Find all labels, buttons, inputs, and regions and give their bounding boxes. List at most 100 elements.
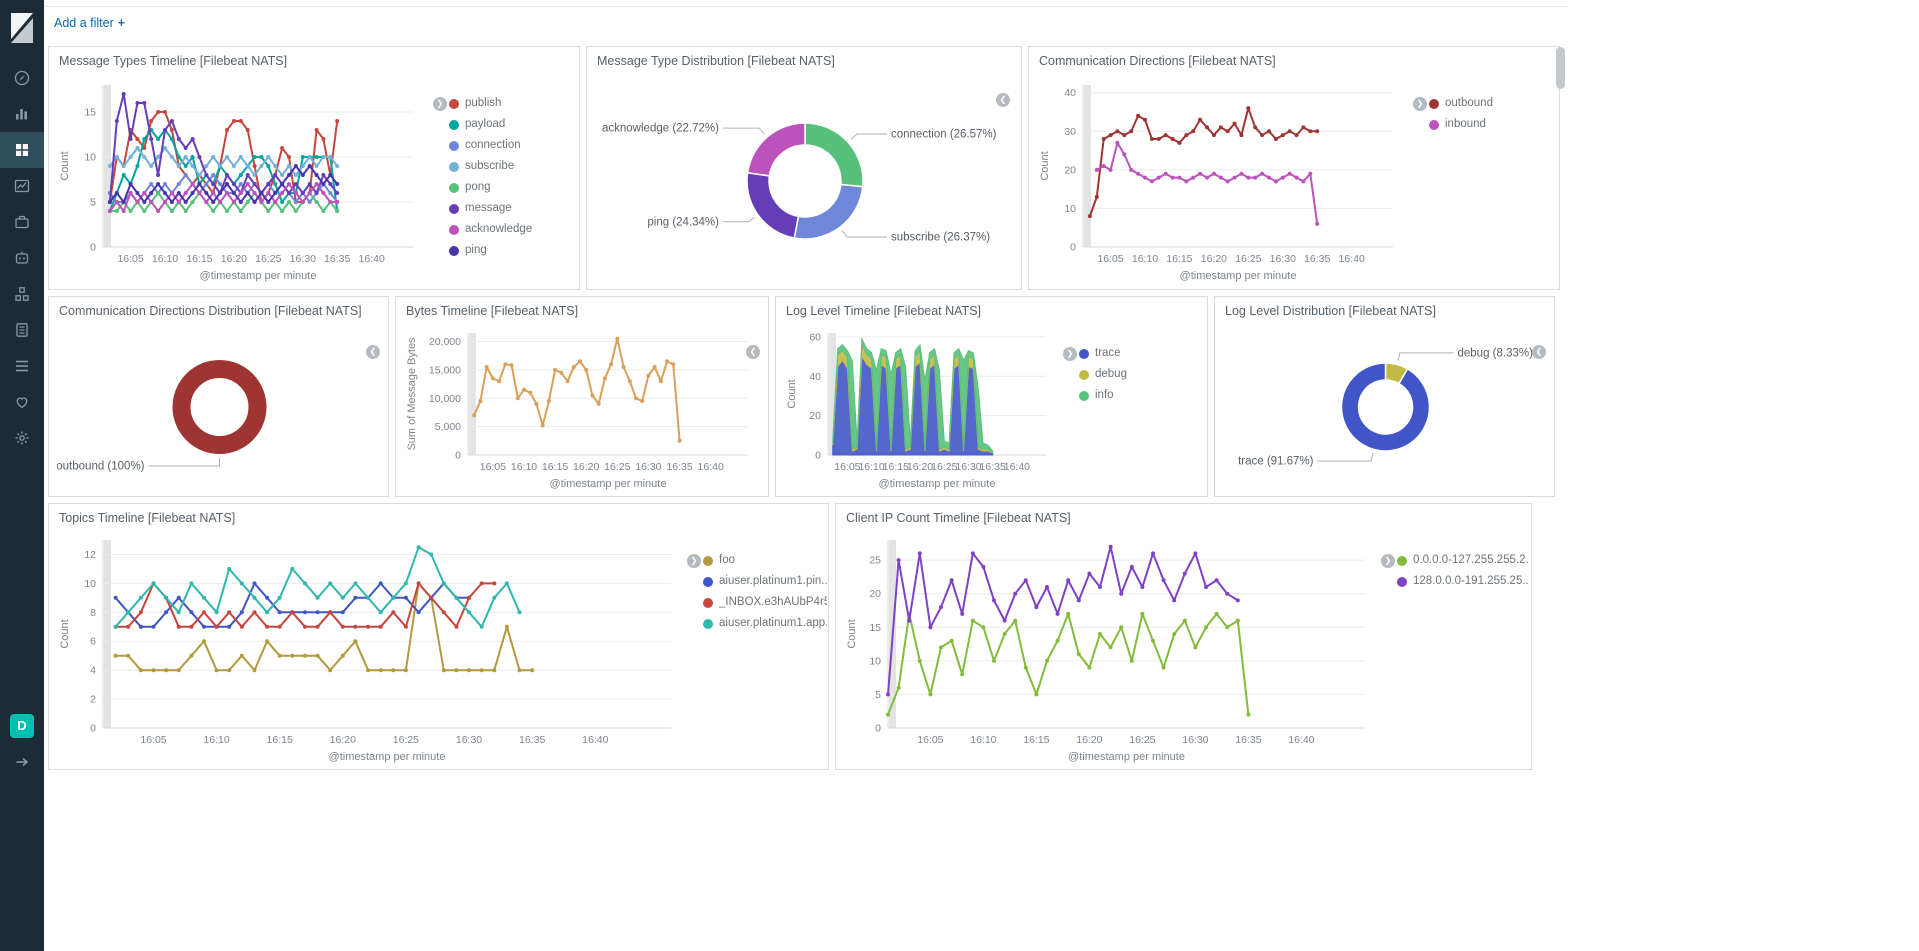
chart-communication-directions[interactable]: 0 10 20 30 40 16:05 16:10 16:15 16:20 16:25 16:30 1… — [1037, 75, 1407, 285]
svg-text:30: 30 — [1064, 126, 1076, 138]
legend-item[interactable]: publish — [449, 97, 573, 110]
infrastructure-boxes-icon — [15, 287, 29, 301]
panel-title[interactable]: Communication Directions Distribution [F… — [59, 304, 362, 318]
legend-toggle-icon[interactable]: ❯ — [433, 97, 447, 111]
svg-text:10: 10 — [869, 655, 881, 667]
chart-client-ip-count-timeline[interactable]: 0 5 10 15 20 25 16:05 16:10 16:15 16:20 16:25 16:30… — [844, 530, 1379, 766]
legend-toggle-icon[interactable]: ❯ — [1063, 347, 1077, 361]
panel-title[interactable]: Topics Timeline [Filebeat NATS] — [59, 511, 236, 525]
space-badge[interactable]: D — [10, 714, 34, 738]
nav-logs[interactable] — [0, 312, 44, 348]
svg-text:5,000: 5,000 — [435, 421, 461, 433]
panel-title[interactable]: Bytes Timeline [Filebeat NATS] — [406, 304, 579, 318]
svg-text:16:25: 16:25 — [1235, 253, 1261, 265]
svg-text:15: 15 — [84, 107, 96, 119]
kibana-logo[interactable] — [0, 0, 44, 56]
nav-dashboard[interactable] — [0, 132, 44, 168]
chart-topics-timeline[interactable]: 0 2 4 6 8 10 12 16:05 16:10 16:15 16:20 16:25 16:30 1… — [57, 530, 685, 766]
chart-log-level-timeline[interactable]: 0 20 40 60 16:05 16:10 16:15 16:20 16:25 16:30 16:… — [784, 323, 1060, 493]
panel-topics-timeline: Topics Timeline [Filebeat NATS] 0 2 4 6 8 10 1… — [48, 503, 829, 770]
legend: outbound inbound — [1429, 97, 1553, 139]
legend-label: publish — [465, 97, 502, 109]
panel-title[interactable]: Message Type Distribution [Filebeat NATS… — [597, 54, 835, 68]
chart-communication-directions-distribution[interactable]: outbound (100%) — [56, 323, 382, 491]
svg-text:16:30: 16:30 — [1270, 253, 1296, 265]
legend-item[interactable]: trace — [1079, 347, 1201, 360]
legend-item[interactable]: inbound — [1429, 118, 1553, 131]
legend-item[interactable]: debug — [1079, 368, 1201, 381]
legend-item[interactable]: 0.0.0.0-127.255.255.2... — [1397, 554, 1529, 567]
chart-message-type-distribution[interactable]: connection (26.57%) subscribe (26.37%) pin… — [595, 81, 1015, 281]
svg-text:16:10: 16:10 — [970, 734, 996, 746]
svg-text:10: 10 — [84, 152, 96, 164]
scrollbar-thumb[interactable] — [1556, 47, 1565, 89]
legend-toggle-icon[interactable]: ❮ — [746, 345, 760, 359]
panel-title[interactable]: Log Level Distribution [Filebeat NATS] — [1225, 304, 1436, 318]
timelion-chart-icon — [14, 179, 30, 193]
chart-message-types-timeline[interactable]: 0 5 10 15 16:05 16:10 16:15 16:20 16:25 16:30 16:3… — [57, 75, 427, 285]
legend-item[interactable]: aiuser.platinum1.pin... — [703, 575, 827, 588]
legend-label: debug — [1095, 368, 1127, 380]
legend-toggle-icon[interactable]: ❯ — [1413, 97, 1427, 111]
nav-uptime[interactable] — [0, 384, 44, 420]
legend-toggle-icon[interactable]: ❮ — [996, 93, 1010, 107]
legend-item[interactable]: info — [1079, 389, 1201, 402]
legend: foo aiuser.platinum1.pin... _INBOX.e3hAUbP… — [703, 554, 827, 638]
svg-text:0: 0 — [455, 450, 461, 462]
legend-item[interactable]: message — [449, 202, 573, 215]
legend-label: payload — [465, 118, 506, 130]
panel-title[interactable]: Client IP Count Timeline [Filebeat NATS] — [846, 511, 1071, 525]
nav-infrastructure[interactable] — [0, 276, 44, 312]
svg-text:6: 6 — [90, 636, 96, 648]
legend-toggle-icon[interactable]: ❮ — [1532, 345, 1546, 359]
svg-text:Count: Count — [59, 151, 71, 180]
legend-toggle-icon[interactable]: ❯ — [687, 554, 701, 568]
legend-label: subscribe — [465, 160, 515, 172]
nav-monitoring[interactable] — [0, 348, 44, 384]
filter-bar: Add a filter + — [44, 7, 1568, 45]
nav-timelion[interactable] — [0, 168, 44, 204]
sidebar-nav — [0, 60, 44, 456]
chart-log-level-distribution[interactable]: debug (8.33%) trace (91.67%) — [1223, 323, 1548, 491]
expand-nav-icon[interactable] — [10, 750, 34, 774]
legend-item[interactable]: subscribe — [449, 160, 573, 173]
legend-item[interactable]: _INBOX.e3hAUbP4r5... — [703, 596, 827, 609]
legend-item[interactable]: acknowledge — [449, 223, 573, 236]
legend-color-dot-icon — [1397, 555, 1407, 566]
svg-text:16:10: 16:10 — [203, 734, 229, 746]
legend-item[interactable]: outbound — [1429, 97, 1553, 110]
legend-item[interactable]: payload — [449, 118, 573, 131]
svg-text:16:10: 16:10 — [152, 253, 178, 265]
nav-discover[interactable] — [0, 60, 44, 96]
svg-text:16:35: 16:35 — [1304, 253, 1330, 265]
nav-apm[interactable] — [0, 204, 44, 240]
legend-item[interactable]: 128.0.0.0-191.255.25... — [1397, 575, 1529, 588]
svg-text:16:25: 16:25 — [393, 734, 419, 746]
panel-title[interactable]: Message Types Timeline [Filebeat NATS] — [59, 54, 288, 68]
svg-text:20: 20 — [869, 588, 881, 600]
add-filter-link[interactable]: Add a filter + — [54, 16, 125, 30]
discover-compass-icon — [14, 70, 30, 86]
legend-toggle-icon[interactable]: ❮ — [366, 345, 380, 359]
svg-text:16:10: 16:10 — [858, 461, 884, 473]
panel-title[interactable]: Log Level Timeline [Filebeat NATS] — [786, 304, 982, 318]
legend: trace debug info — [1079, 347, 1201, 410]
legend-label: pong — [465, 181, 491, 193]
svg-text:16:40: 16:40 — [1339, 253, 1365, 265]
nav-machine-learning[interactable] — [0, 240, 44, 276]
svg-text:Count: Count — [846, 619, 858, 648]
nav-visualize[interactable] — [0, 96, 44, 132]
nav-management[interactable] — [0, 420, 44, 456]
svg-text:16:20: 16:20 — [221, 253, 247, 265]
legend-toggle-icon[interactable]: ❯ — [1381, 554, 1395, 568]
chart-bytes-timeline[interactable]: 0 5,000 10,000 15,000 20,000 16:05 16:10 16:15 1… — [404, 323, 762, 493]
panel-title[interactable]: Communication Directions [Filebeat NATS] — [1039, 54, 1276, 68]
legend-item[interactable]: foo — [703, 554, 827, 567]
svg-text:0: 0 — [90, 242, 96, 254]
legend-item[interactable]: aiuser.platinum1.app... — [703, 617, 827, 630]
legend-item[interactable]: ping — [449, 244, 573, 257]
svg-text:16:15: 16:15 — [267, 734, 293, 746]
uptime-heart-icon — [16, 397, 28, 409]
legend-item[interactable]: connection — [449, 139, 573, 152]
legend-item[interactable]: pong — [449, 181, 573, 194]
